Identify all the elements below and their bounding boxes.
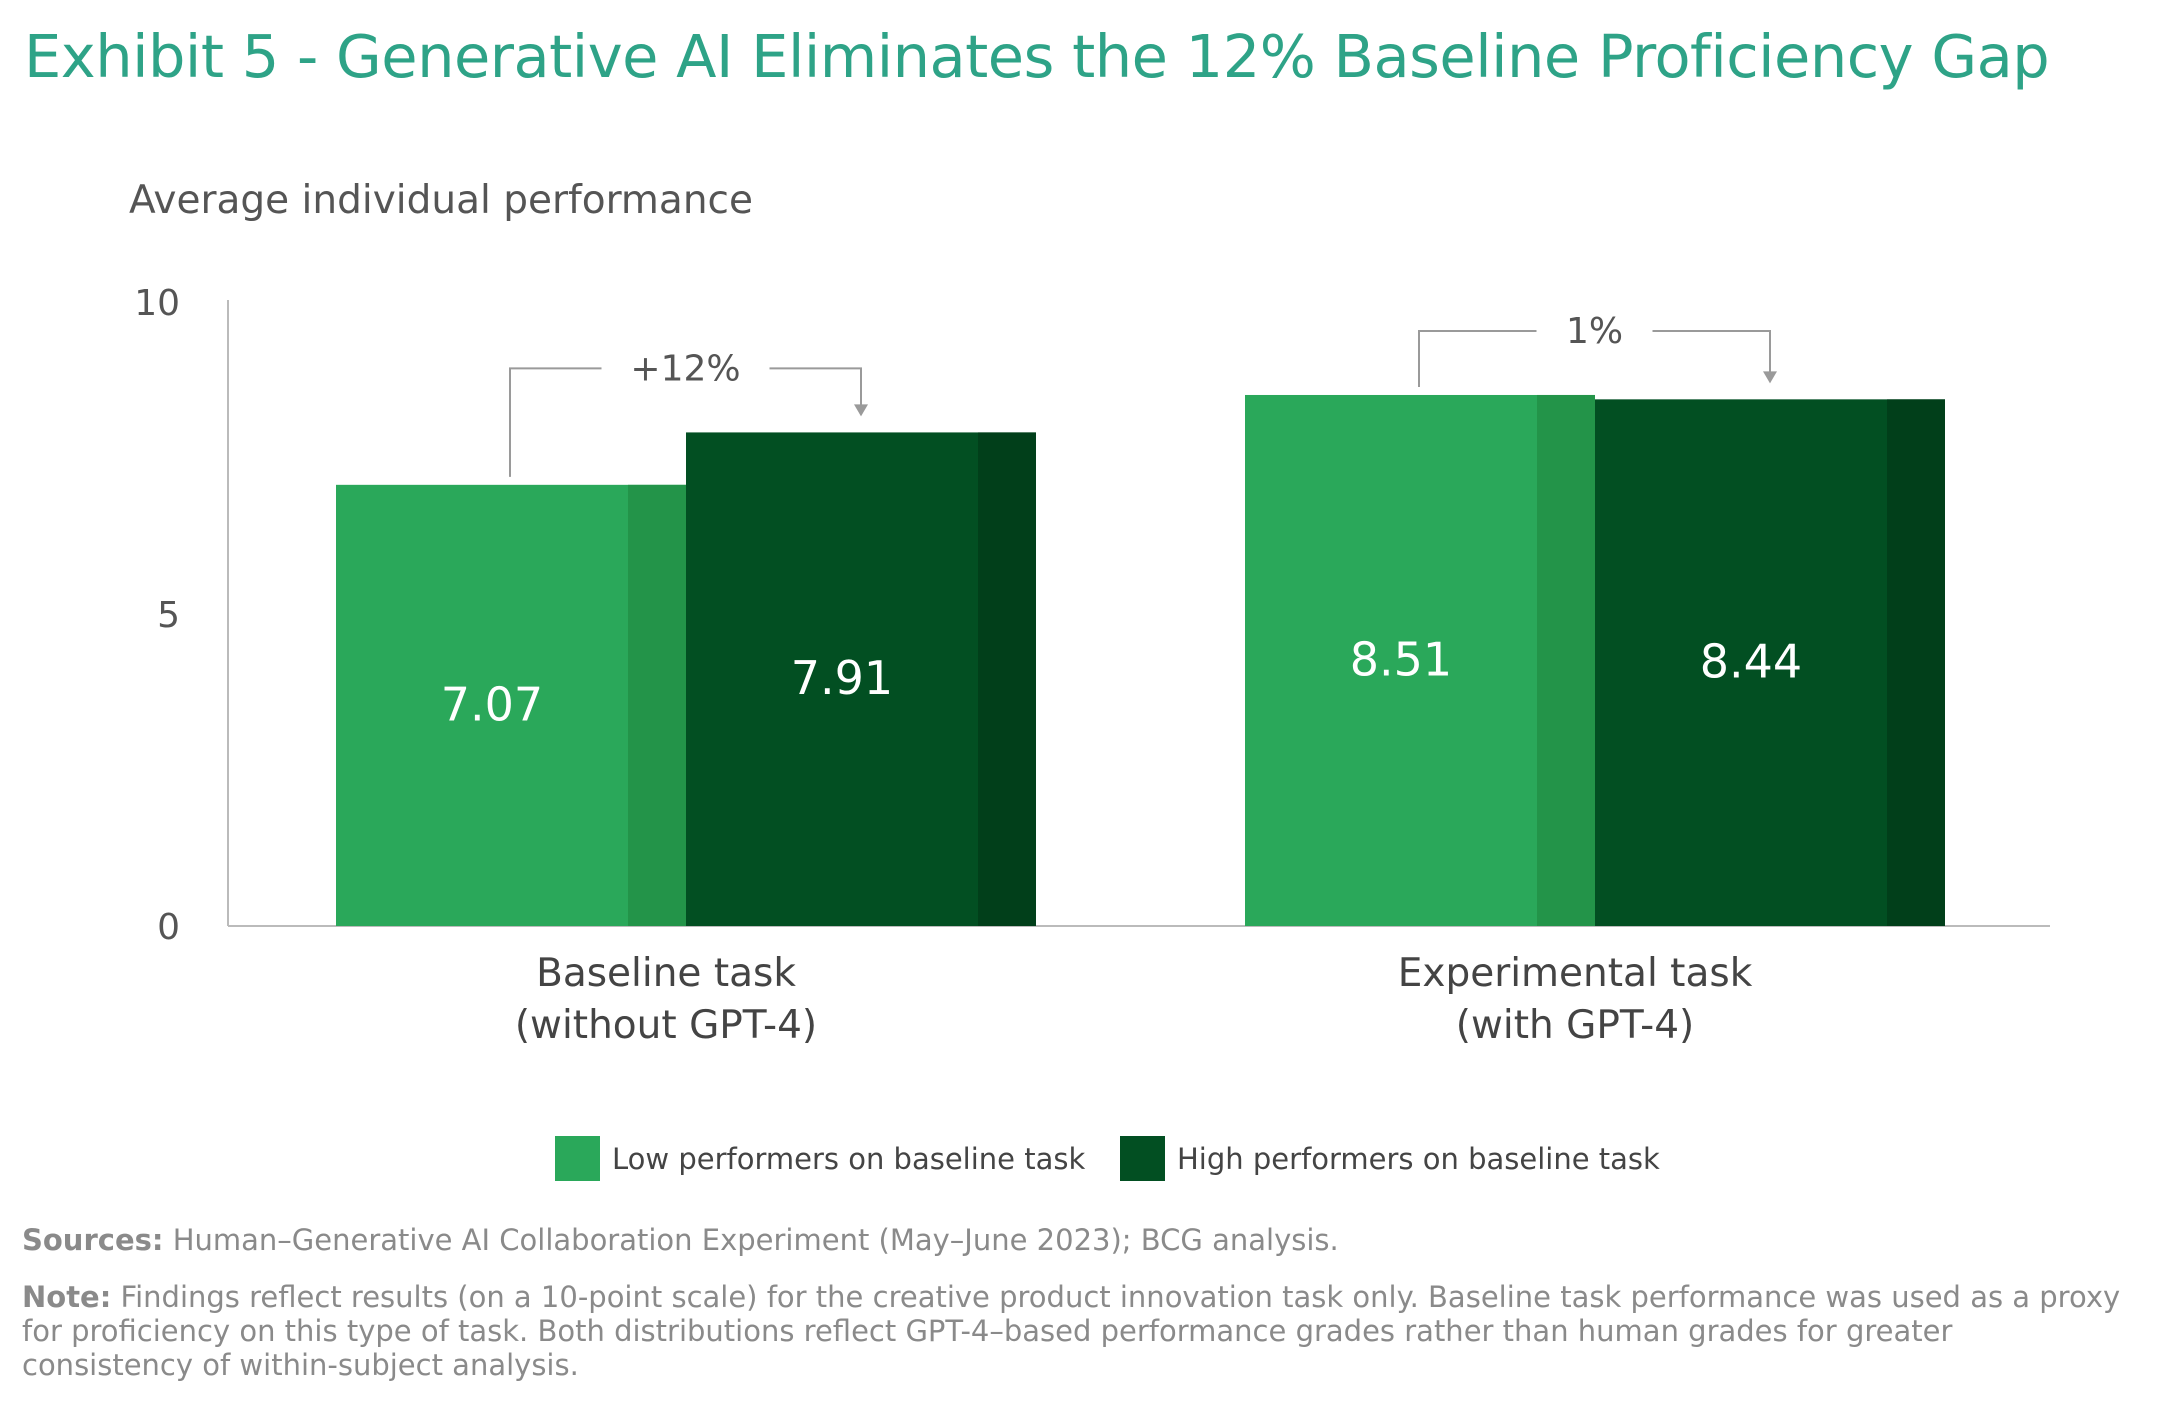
bar-low-1	[1245, 394, 1595, 926]
bracket-right-1	[1652, 329, 1771, 376]
bar-value-label-high-1: 8.44	[1700, 635, 1802, 689]
legend-swatch-low	[555, 1136, 600, 1181]
legend-item-high: High performers on baseline task	[1120, 1136, 1660, 1181]
x-category-label-1-line2: (with GPT-4)	[1456, 1003, 1694, 1048]
bracket-arrow-0	[854, 404, 868, 417]
note-text: Findings reflect results (on a 10-point …	[22, 1280, 2121, 1382]
x-category-label-1-line1: Experimental task	[1398, 951, 1753, 996]
chart-title: Exhibit 5 - Generative AI Eliminates the…	[24, 22, 2050, 91]
annotation-label-1: 1%	[1566, 311, 1623, 352]
x-category-label-0-line2: (without GPT-4)	[515, 1003, 817, 1048]
note-footnote: Note: Findings reflect results (on a 10-…	[22, 1280, 2122, 1382]
bar-shade-high-1	[1887, 399, 1945, 926]
bracket-arrow-1	[1763, 371, 1777, 384]
sources-label: Sources:	[22, 1223, 164, 1257]
bracket-left-0	[509, 367, 602, 477]
legend-label-high: High performers on baseline task	[1177, 1141, 1660, 1176]
bar-value-label-low-1: 8.51	[1350, 632, 1452, 686]
sources-footnote: Sources: Human–Generative AI Collaborati…	[22, 1223, 2122, 1257]
bar-high-1	[1595, 399, 1945, 926]
x-category-label-0-line1: Baseline task	[536, 951, 796, 996]
bar-shade-low-1	[1537, 394, 1595, 926]
note-label: Note:	[22, 1280, 112, 1314]
annotation-label-0: +12%	[630, 348, 740, 389]
bracket-left-1	[1418, 329, 1537, 387]
bracket-right-0	[769, 367, 862, 409]
sources-text: Human–Generative AI Collaboration Experi…	[163, 1223, 1339, 1257]
bar-value-label-low-0: 7.07	[441, 677, 543, 731]
bar-shade-low-0	[628, 484, 686, 926]
y-tick-label-10: 10	[134, 283, 180, 324]
bar-shade-high-0	[978, 432, 1036, 926]
bar-high-0	[686, 432, 1036, 926]
y-tick-label-5: 5	[157, 595, 180, 636]
legend-swatch-high	[1120, 1136, 1165, 1181]
y-tick-label-0: 0	[157, 907, 180, 948]
bar-low-0	[336, 484, 686, 926]
legend-item-low: Low performers on baseline task	[555, 1136, 1085, 1181]
legend-label-low: Low performers on baseline task	[612, 1141, 1086, 1176]
y-axis-label: Average individual performance	[129, 178, 753, 223]
bar-value-label-high-0: 7.91	[791, 651, 893, 705]
